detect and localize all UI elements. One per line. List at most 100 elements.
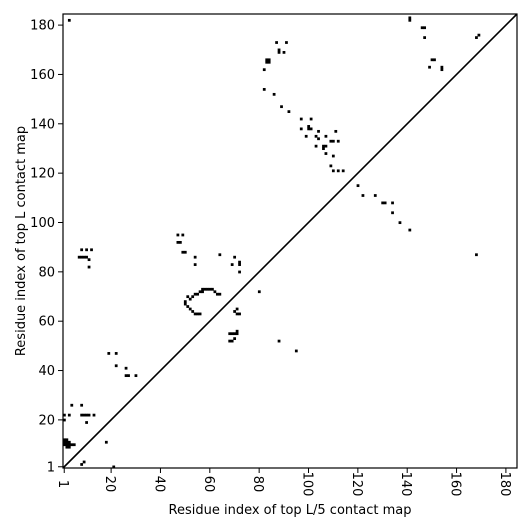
contact-cell-upper	[408, 228, 412, 232]
contact-cell-upper	[433, 58, 436, 62]
contact-cell-upper	[285, 41, 288, 44]
contact-cell-upper	[408, 18, 412, 22]
contact-cell-lower	[82, 460, 86, 464]
contact-cell-upper	[198, 290, 202, 294]
contact-cell-upper	[87, 265, 91, 269]
contact-cell-upper	[317, 137, 320, 141]
contact-cell-lower	[92, 413, 96, 417]
contact-cell-upper	[238, 263, 241, 266]
contact-cell-upper	[238, 260, 241, 264]
contact-cell-upper	[262, 88, 266, 91]
y-tick-label: 40	[38, 364, 55, 379]
contact-cell-upper	[334, 129, 338, 133]
contact-cell-upper	[235, 307, 239, 311]
contact-cell-lower	[67, 445, 71, 449]
contact-cell-upper	[299, 117, 303, 121]
contact-cell-upper	[331, 139, 335, 143]
x-axis-ticks: 1 20 40 60 80 100 120 140 160 180	[55, 468, 512, 496]
contact-cell-upper	[176, 241, 180, 244]
x-tick-label: 80	[250, 476, 265, 493]
y-tick-label: 1	[47, 460, 55, 475]
contact-cell-upper	[198, 312, 202, 316]
contact-cell-upper	[324, 144, 328, 148]
contact-cell-upper	[304, 134, 308, 138]
contact-cell-lower	[67, 443, 71, 447]
contact-cell-upper	[423, 26, 427, 30]
contact-cell-lower	[72, 443, 76, 447]
contact-cell-upper	[228, 339, 232, 343]
contact-cell-upper	[233, 310, 237, 313]
contact-cell-upper	[282, 51, 286, 54]
contact-cell-upper	[356, 184, 360, 188]
contact-cell-upper	[215, 292, 219, 296]
contact-cell-upper	[230, 263, 234, 266]
contact-cell-lower	[134, 374, 138, 378]
contact-cell-lower	[63, 413, 66, 417]
contact-cell-upper	[124, 366, 128, 370]
contact-cell-lower	[63, 438, 66, 442]
x-tick-label: 140	[398, 472, 413, 497]
contact-cell-upper	[428, 65, 431, 69]
contact-cell-upper	[272, 92, 276, 96]
contact-cell-upper	[188, 307, 192, 311]
contact-cell-upper	[235, 312, 239, 316]
diagonal-line	[62, 13, 518, 469]
contact-cell-lower	[67, 440, 71, 444]
contact-cell-upper	[77, 255, 81, 259]
contact-cell-lower	[85, 413, 88, 417]
plot-frame	[62, 13, 518, 469]
contact-cell-upper	[176, 233, 180, 237]
contact-cell-upper	[203, 287, 207, 291]
x-axis-label: Residue index of top L/5 contact map	[169, 503, 412, 518]
contact-cell-upper	[238, 270, 241, 274]
contact-cell-upper	[218, 253, 222, 257]
contact-cell-upper	[233, 255, 237, 259]
x-tick-label: 120	[349, 472, 364, 497]
contact-cell-upper	[383, 201, 387, 205]
contact-cell-upper	[287, 110, 291, 113]
contact-cell-upper	[361, 194, 365, 197]
contact-cell-upper	[230, 339, 234, 343]
contact-cell-upper	[191, 295, 195, 299]
contact-cell-upper	[430, 58, 434, 62]
contact-cell-lower	[82, 413, 86, 417]
y-tick-label: 140	[30, 117, 55, 132]
contact-cell-lower	[67, 413, 71, 417]
contact-cell-upper	[373, 194, 377, 197]
contact-cell-upper	[235, 329, 239, 333]
contact-cell-upper	[193, 263, 197, 266]
contact-cell-upper	[85, 248, 88, 252]
x-tick-label: 60	[201, 476, 216, 493]
contact-cell-upper	[178, 241, 182, 244]
contact-cell-upper	[82, 255, 86, 259]
contact-cell-upper	[408, 16, 412, 20]
contact-cell-upper	[391, 201, 394, 205]
contact-cell-upper	[477, 33, 481, 37]
contact-cell-upper	[80, 255, 84, 259]
contact-cell-upper	[277, 339, 281, 343]
contact-cell-upper	[67, 18, 71, 22]
contact-cell-upper	[322, 147, 325, 151]
x-tick-label: 180	[497, 472, 512, 497]
contact-cell-upper	[307, 127, 311, 131]
x-tick-label: 20	[102, 476, 117, 493]
contact-cell-lower	[87, 413, 91, 417]
contact-cell-upper	[230, 332, 234, 336]
contact-cell-upper	[265, 60, 269, 64]
contact-cell-upper	[183, 302, 187, 306]
contact-cell-lower	[63, 440, 66, 444]
contact-cell-upper	[193, 255, 197, 259]
contact-cell-upper	[440, 68, 444, 72]
contact-cell-upper	[201, 287, 204, 291]
contact-cell-upper	[233, 337, 237, 340]
contact-cell-upper	[381, 201, 385, 205]
y-tick-label: 120	[30, 167, 55, 182]
contact-cell-upper	[233, 332, 237, 336]
contact-cell-upper	[336, 139, 340, 143]
contact-cell-upper	[262, 68, 266, 72]
y-tick-label: 60	[38, 315, 55, 330]
contact-cell-upper	[90, 248, 93, 252]
contact-cell-upper	[336, 169, 340, 173]
contact-cell-upper	[314, 144, 318, 148]
